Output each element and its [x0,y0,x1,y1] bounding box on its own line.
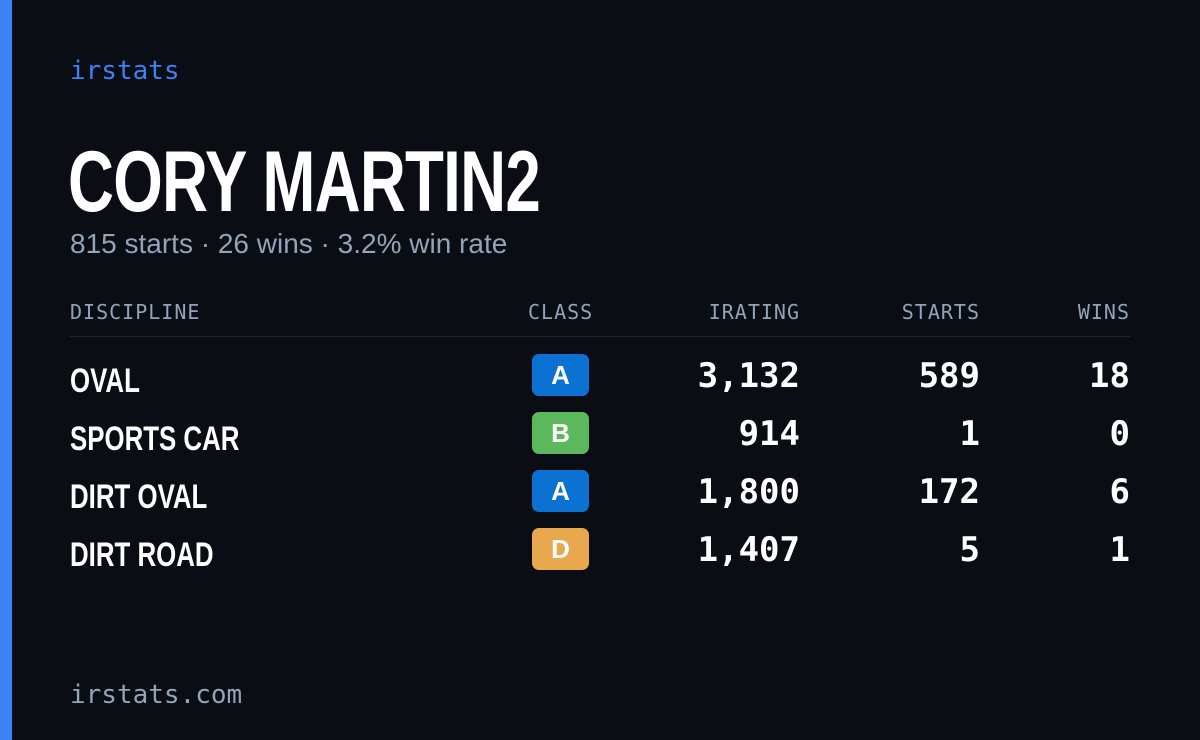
discipline-cell: SPORTS CAR [70,420,240,458]
table-row: SPORTS CAR B 914 1 0 [70,412,1130,470]
class-badge: A [532,354,589,396]
starts-cell: 589 [918,356,980,396]
accent-bar [0,0,12,740]
table-row: DIRT ROAD D 1,407 5 1 [70,528,1130,586]
table-row: OVAL A 3,132 589 18 [70,354,1130,412]
header-wins: WINS [1077,300,1130,324]
class-badge: A [532,470,589,512]
starts-cell: 1 [959,414,980,454]
irating-cell: 1,800 [697,472,800,512]
header-class: CLASS [528,300,594,324]
footer-url: irstats.com [70,680,243,710]
discipline-cell: DIRT ROAD [70,536,214,574]
irating-cell: 3,132 [697,356,800,396]
header-divider [70,336,1130,337]
class-badge: D [532,528,589,570]
class-badge: B [532,412,589,454]
table-row: DIRT OVAL A 1,800 172 6 [70,470,1130,528]
irating-cell: 914 [738,414,800,454]
brand-logo: irstats [70,56,180,86]
driver-name: CORY MARTIN2 [68,134,541,230]
header-discipline: DISCIPLINE [70,300,201,324]
wins-cell: 1 [1109,530,1130,570]
discipline-cell: DIRT OVAL [70,478,208,516]
wins-cell: 6 [1109,472,1130,512]
discipline-cell: OVAL [70,362,140,400]
header-starts: STARTS [901,300,980,324]
starts-cell: 5 [959,530,980,570]
wins-cell: 18 [1089,356,1130,396]
starts-cell: 172 [918,472,980,512]
wins-cell: 0 [1109,414,1130,454]
driver-summary: 815 starts · 26 wins · 3.2% win rate [70,228,508,259]
header-irating: IRATING [708,300,800,324]
irating-cell: 1,407 [697,530,800,570]
